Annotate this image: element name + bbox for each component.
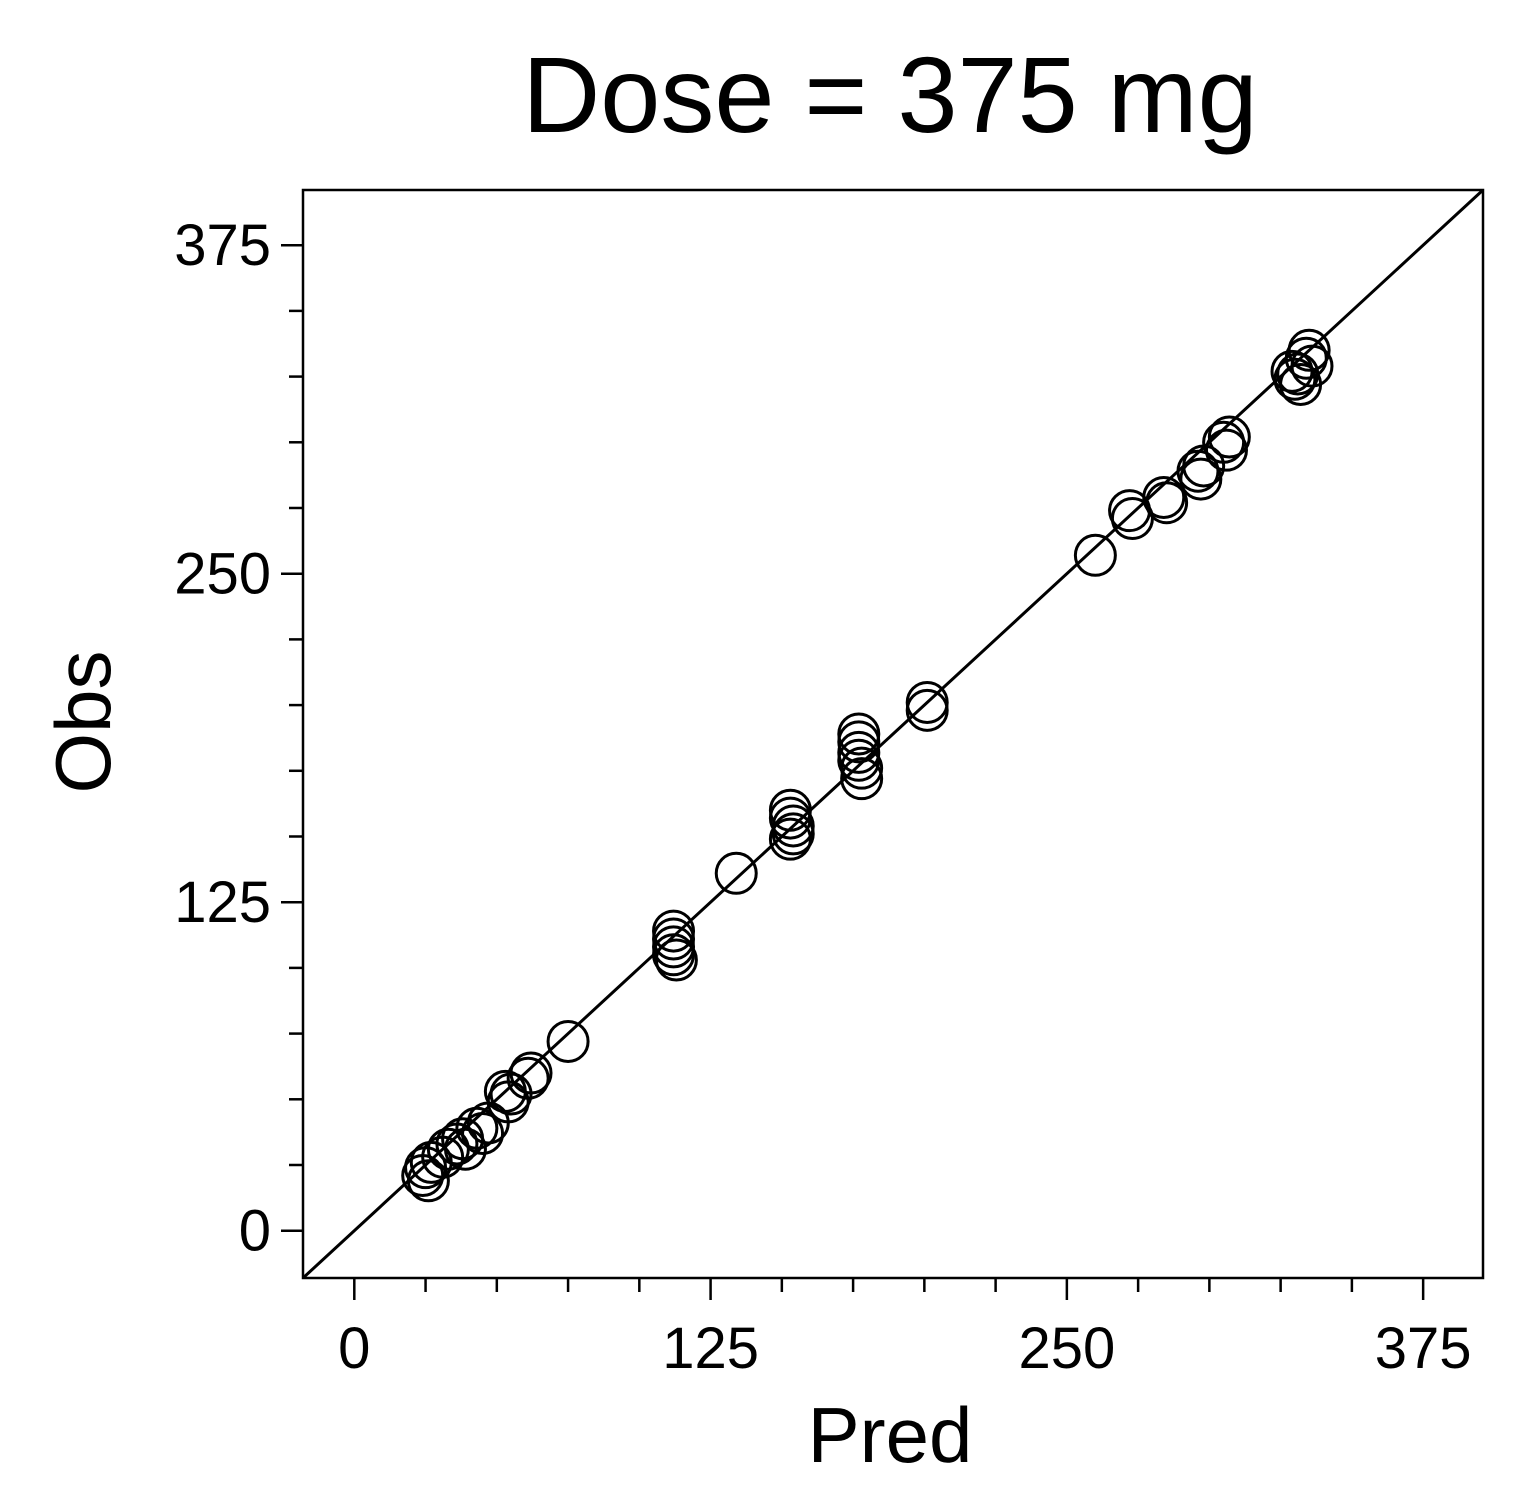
data-point — [1145, 481, 1189, 525]
data-point — [506, 1056, 550, 1100]
data-point — [1207, 415, 1251, 459]
data-point — [1204, 428, 1248, 472]
data-point — [509, 1051, 553, 1095]
y-tick-label: 250 — [174, 542, 271, 607]
data-points — [401, 328, 1334, 1203]
y-tick-label: 375 — [174, 213, 271, 278]
chart-title: Dose = 375 mg — [522, 34, 1257, 155]
data-point — [1290, 344, 1334, 388]
data-point — [406, 1159, 450, 1203]
x-tick-label: 0 — [338, 1316, 370, 1381]
data-point — [840, 746, 884, 790]
data-point — [1142, 475, 1186, 519]
data-point — [1287, 328, 1331, 372]
y-tick-label: 0 — [239, 1199, 271, 1264]
data-point — [1073, 533, 1117, 577]
data-point — [905, 688, 949, 732]
data-point — [461, 1111, 505, 1155]
y-tick-label: 125 — [174, 870, 271, 935]
data-point — [768, 817, 812, 861]
data-point — [1273, 357, 1317, 401]
data-point — [443, 1127, 487, 1171]
data-point — [840, 757, 884, 801]
tick-labels: 0 125 250 375 0 125 250 375 — [174, 213, 1471, 1381]
x-tick-label: 125 — [662, 1316, 759, 1381]
data-point — [714, 851, 758, 895]
data-point — [837, 720, 881, 764]
y-axis-title: Obs — [39, 650, 127, 793]
x-axis-title: Pred — [808, 1391, 973, 1479]
data-point — [652, 933, 696, 977]
x-tick-label: 375 — [1375, 1316, 1472, 1381]
data-point — [1179, 457, 1223, 501]
data-point — [546, 1019, 590, 1063]
data-point — [771, 812, 815, 856]
axis-ticks — [281, 243, 1425, 1300]
x-tick-label: 250 — [1018, 1316, 1115, 1381]
data-point — [654, 938, 698, 982]
